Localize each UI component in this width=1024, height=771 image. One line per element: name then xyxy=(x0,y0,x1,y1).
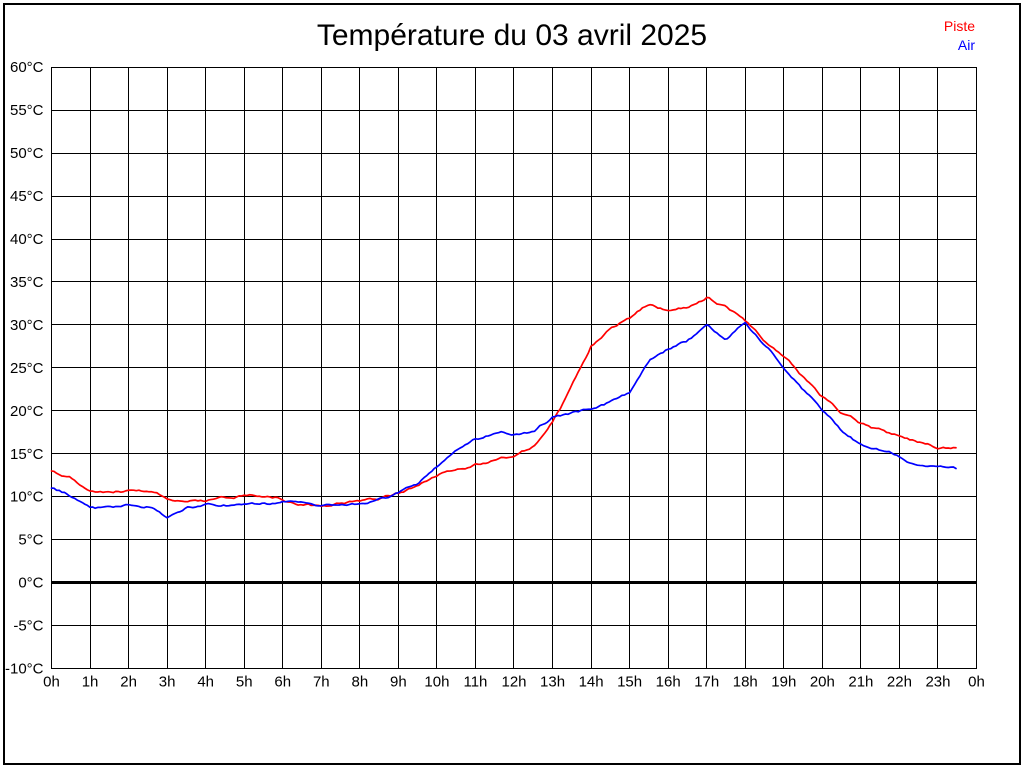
svg-text:55°C: 55°C xyxy=(10,102,44,119)
svg-text:40°C: 40°C xyxy=(10,231,44,248)
svg-text:9h: 9h xyxy=(390,674,407,691)
svg-text:0h: 0h xyxy=(968,674,985,691)
svg-text:8h: 8h xyxy=(351,674,368,691)
svg-text:14h: 14h xyxy=(579,674,604,691)
svg-text:50°C: 50°C xyxy=(10,145,44,162)
svg-text:20°C: 20°C xyxy=(10,403,44,420)
svg-text:16h: 16h xyxy=(656,674,681,691)
svg-text:6h: 6h xyxy=(274,674,291,691)
svg-text:12h: 12h xyxy=(501,674,526,691)
svg-text:25°C: 25°C xyxy=(10,360,44,377)
svg-text:5h: 5h xyxy=(236,674,253,691)
svg-text:60°C: 60°C xyxy=(10,59,44,76)
svg-text:10h: 10h xyxy=(424,674,449,691)
svg-text:2h: 2h xyxy=(120,674,137,691)
svg-text:11h: 11h xyxy=(463,674,487,691)
svg-text:23h: 23h xyxy=(925,674,950,691)
svg-text:35°C: 35°C xyxy=(10,274,44,291)
svg-text:0°C: 0°C xyxy=(18,575,43,592)
svg-text:15°C: 15°C xyxy=(10,446,44,463)
svg-text:10°C: 10°C xyxy=(10,489,44,506)
svg-text:5°C: 5°C xyxy=(18,532,43,549)
svg-text:1h: 1h xyxy=(82,674,99,691)
svg-text:18h: 18h xyxy=(733,674,758,691)
svg-text:22h: 22h xyxy=(887,674,912,691)
svg-text:30°C: 30°C xyxy=(10,317,44,334)
svg-text:19h: 19h xyxy=(771,674,796,691)
svg-text:0h: 0h xyxy=(43,674,60,691)
svg-text:15h: 15h xyxy=(617,674,642,691)
svg-text:-5°C: -5°C xyxy=(13,618,43,635)
svg-text:20h: 20h xyxy=(810,674,835,691)
svg-text:45°C: 45°C xyxy=(10,188,44,205)
svg-text:13h: 13h xyxy=(540,674,565,691)
svg-text:3h: 3h xyxy=(159,674,176,691)
svg-text:17h: 17h xyxy=(694,674,719,691)
svg-text:21h: 21h xyxy=(848,674,873,691)
svg-text:4h: 4h xyxy=(197,674,214,691)
svg-text:7h: 7h xyxy=(313,674,330,691)
svg-text:-10°C: -10°C xyxy=(5,661,44,678)
